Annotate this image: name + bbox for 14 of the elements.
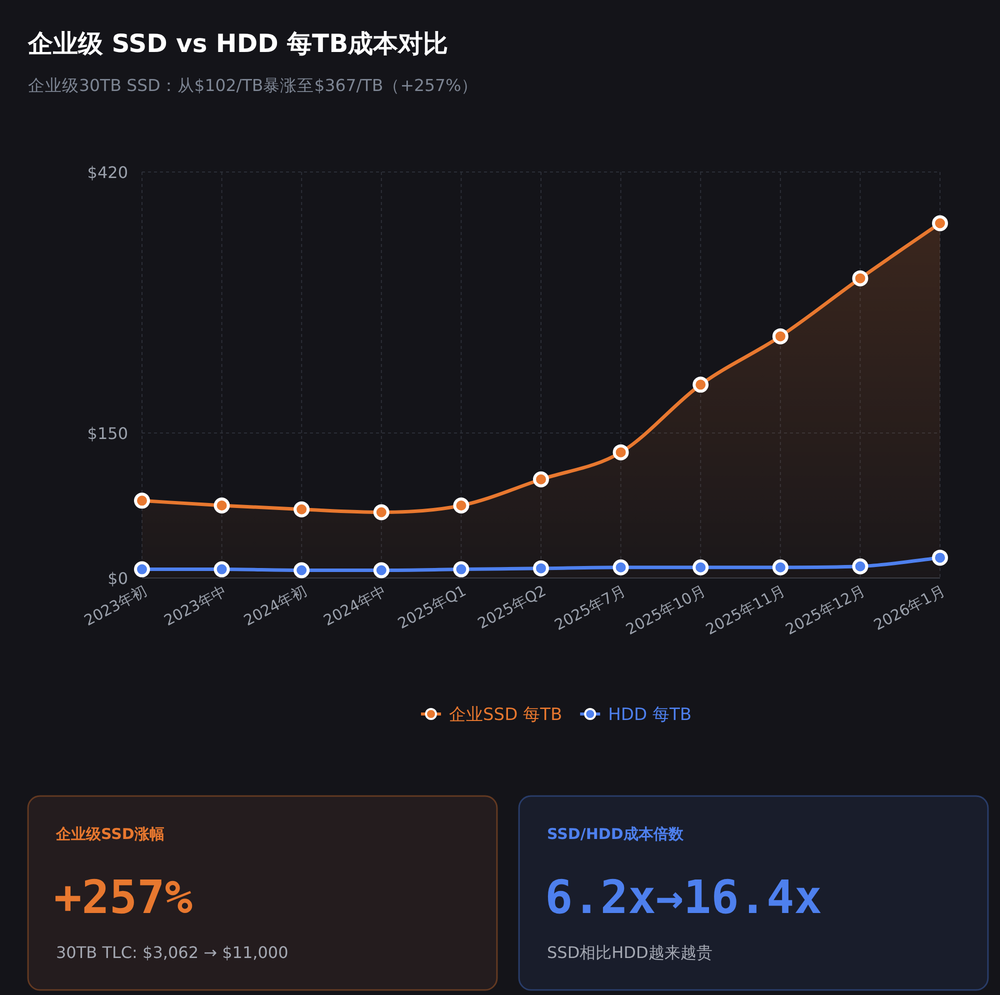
- title: 企业级 SSD vs HDD 每TB成本对比: [28, 29, 448, 58]
- card-value: 6.2x→16.4x: [545, 870, 822, 924]
- card-note: SSD相比HDD越来越贵: [547, 943, 712, 962]
- legend-label: HDD 每TB: [608, 705, 692, 725]
- ytick: $420: [87, 163, 128, 182]
- card-title: SSD/HDD成本倍数: [547, 825, 684, 843]
- ytick: $0: [108, 569, 128, 588]
- xtick: 2023年中: [161, 582, 230, 630]
- card-title: 企业级SSD涨幅: [56, 825, 164, 843]
- subtitle: 企业级30TB SSD：从$102/TB暴涨至$367/TB（+257%）: [28, 76, 478, 95]
- legend-label: 企业SSD 每TB: [449, 705, 562, 725]
- ytick: $150: [87, 424, 128, 443]
- card-note: 30TB TLC: $3,062 → $11,000: [56, 943, 288, 962]
- card-value: +257%: [54, 870, 192, 924]
